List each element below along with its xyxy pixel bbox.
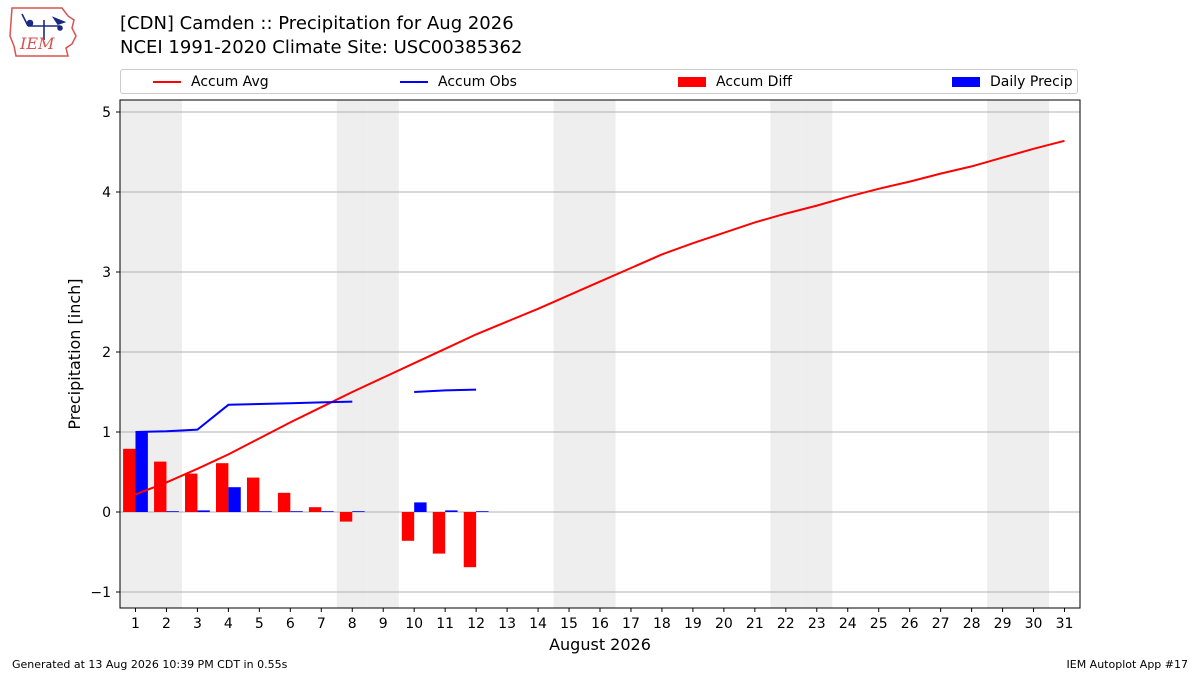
daily-precip-bar bbox=[352, 511, 365, 512]
legend-item-accum-avg: Accum Avg bbox=[153, 73, 269, 91]
accum-diff-bar bbox=[123, 448, 136, 512]
x-tick-label: 6 bbox=[286, 616, 295, 632]
x-tick-label: 22 bbox=[777, 616, 795, 632]
accum-diff-bar bbox=[463, 512, 477, 568]
legend-label-accum-diff: Accum Diff bbox=[716, 74, 793, 90]
weather-station-icon bbox=[21, 13, 67, 40]
x-tick-label: 19 bbox=[684, 616, 702, 632]
x-tick-label: 30 bbox=[1025, 616, 1043, 632]
daily-precip-bar bbox=[445, 510, 458, 512]
legend-swatch-accum-avg bbox=[153, 81, 181, 83]
weekend-band bbox=[987, 100, 1019, 608]
accum-diff-bar bbox=[154, 461, 167, 512]
x-tick-label: 10 bbox=[405, 616, 423, 632]
daily-precip-bar bbox=[166, 511, 179, 512]
x-tick-label: 15 bbox=[560, 616, 578, 632]
legend-swatch-accum-diff bbox=[678, 77, 706, 87]
x-tick-label: 5 bbox=[255, 616, 264, 632]
weekend-band bbox=[1018, 100, 1050, 608]
accum-obs-line bbox=[135, 388, 477, 433]
x-tick-label: 18 bbox=[653, 616, 671, 632]
daily-precip-bar bbox=[290, 511, 303, 512]
legend-item-accum-obs: Accum Obs bbox=[400, 73, 517, 91]
accum-diff-bar bbox=[246, 477, 260, 512]
accum-diff-bar bbox=[185, 473, 198, 512]
legend-item-accum-diff: Accum Diff bbox=[678, 73, 792, 91]
legend-label-accum-avg: Accum Avg bbox=[191, 74, 269, 90]
daily-precip-bar bbox=[476, 511, 489, 512]
x-tick-label: 9 bbox=[379, 616, 388, 632]
x-tick-label: 11 bbox=[436, 616, 454, 632]
legend-label-daily-precip: Daily Precip bbox=[990, 74, 1073, 90]
weekend-band bbox=[150, 100, 182, 608]
weekend-band bbox=[120, 100, 151, 608]
y-tick-label: 4 bbox=[102, 185, 111, 201]
x-tick-label: 13 bbox=[498, 616, 516, 632]
x-tick-label: 12 bbox=[467, 616, 485, 632]
x-axis-label: August 2026 bbox=[549, 635, 651, 654]
x-tick-label: 3 bbox=[193, 616, 202, 632]
accum-diff-bar bbox=[339, 512, 353, 522]
x-tick-label: 17 bbox=[622, 616, 640, 632]
legend-item-daily-precip: Daily Precip bbox=[952, 73, 1073, 91]
daily-precip-bar bbox=[414, 502, 427, 512]
x-tick-label: 2 bbox=[162, 616, 171, 632]
daily-precip-bar bbox=[135, 432, 148, 512]
logo-text: IEM bbox=[19, 34, 55, 53]
x-tick-label: 8 bbox=[348, 616, 357, 632]
weekend-band bbox=[367, 100, 399, 608]
y-tick-label: −1 bbox=[90, 585, 111, 601]
legend-swatch-accum-obs bbox=[400, 81, 428, 83]
x-tick-label: 1 bbox=[131, 616, 140, 632]
x-tick-label: 26 bbox=[901, 616, 919, 632]
y-axis-label: Precipitation [inch] bbox=[65, 278, 84, 429]
x-tick-label: 28 bbox=[963, 616, 981, 632]
x-tick-label: 4 bbox=[224, 616, 233, 632]
legend-label-accum-obs: Accum Obs bbox=[438, 74, 517, 90]
accum-diff-bar bbox=[432, 512, 446, 554]
x-tick-label: 31 bbox=[1056, 616, 1074, 632]
y-tick-label: 2 bbox=[102, 345, 111, 361]
x-tick-label: 21 bbox=[746, 616, 764, 632]
y-tick-label: 0 bbox=[102, 505, 111, 521]
weekend-band bbox=[553, 100, 585, 608]
daily-precip-bar bbox=[321, 511, 334, 512]
accum-diff-bar bbox=[216, 463, 229, 512]
plot-frame bbox=[119, 99, 1081, 609]
daily-precip-bar bbox=[228, 487, 241, 512]
x-tick-label: 23 bbox=[808, 616, 826, 632]
weekend-band bbox=[801, 100, 833, 608]
footer-app-text: IEM Autoplot App #17 bbox=[1066, 658, 1189, 671]
chart-subtitle: NCEI 1991-2020 Climate Site: USC00385362 bbox=[120, 37, 523, 58]
x-tick-label: 20 bbox=[715, 616, 733, 632]
footer-generated-text: Generated at 13 Aug 2026 10:39 PM CDT in… bbox=[12, 658, 288, 671]
weekend-band bbox=[336, 100, 368, 608]
iem-logo: IEM bbox=[9, 7, 77, 57]
accum-diff-bar bbox=[277, 492, 291, 512]
accum-avg-line bbox=[135, 139, 1065, 496]
x-tick-label: 29 bbox=[994, 616, 1012, 632]
x-tick-label: 24 bbox=[839, 616, 857, 632]
x-tick-label: 14 bbox=[529, 616, 547, 632]
daily-precip-bar bbox=[259, 511, 272, 512]
x-tick-label: 16 bbox=[591, 616, 609, 632]
weekend-band bbox=[770, 100, 802, 608]
y-tick-label: 3 bbox=[102, 265, 111, 281]
weekend-band bbox=[584, 100, 616, 608]
x-tick-label: 27 bbox=[932, 616, 950, 632]
x-tick-label: 7 bbox=[317, 616, 326, 632]
daily-precip-bar bbox=[197, 510, 210, 512]
chart-title: [CDN] Camden :: Precipitation for Aug 20… bbox=[120, 13, 514, 34]
y-tick-label: 1 bbox=[102, 425, 111, 441]
chart-legend: Accum Avg Accum Obs Accum Diff Daily Pre… bbox=[120, 69, 1078, 94]
x-tick-label: 25 bbox=[870, 616, 888, 632]
y-tick-label: 5 bbox=[102, 105, 111, 121]
legend-swatch-daily-precip bbox=[952, 77, 980, 87]
accum-diff-bar bbox=[401, 512, 415, 541]
accum-diff-bar bbox=[308, 507, 322, 512]
